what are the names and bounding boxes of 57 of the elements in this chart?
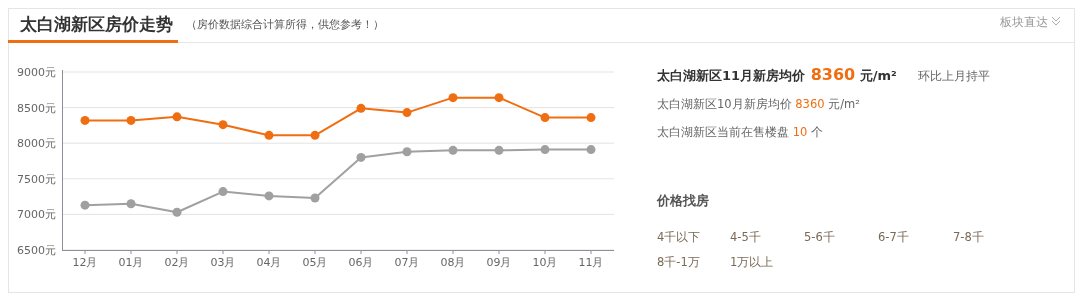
point: [402, 147, 412, 157]
x-tick-label: 01月: [118, 256, 144, 269]
x-tick-label: 08月: [440, 256, 466, 269]
point: [310, 193, 320, 203]
point: [126, 115, 136, 125]
point: [586, 113, 596, 123]
text: 板块直达: [999, 15, 1048, 29]
text: 6-7千: [878, 230, 909, 244]
y-tick-label: 8000元: [17, 137, 56, 151]
point: [264, 130, 274, 140]
y-tick-label: 7000元: [17, 208, 56, 222]
x-tick-label: 02月: [164, 256, 190, 269]
point: [356, 152, 366, 162]
x-tick-label: 04月: [256, 256, 282, 269]
point: [264, 191, 274, 201]
point: [172, 207, 182, 217]
point: [540, 113, 550, 123]
text: 4-5千: [730, 230, 761, 244]
text: 价格找房: [656, 193, 709, 208]
point: [586, 145, 596, 155]
text: 4千以下: [657, 230, 701, 244]
x-tick-label: 03月: [210, 256, 236, 269]
point: [218, 120, 228, 130]
y-tick-label: 6500元: [17, 244, 56, 257]
text: 7-8千: [953, 230, 984, 244]
point: [356, 103, 366, 113]
point: [448, 93, 458, 103]
point: [80, 200, 90, 210]
point: [126, 199, 136, 209]
text: 太白湖新区10月新房均价 8360 元/m²: [657, 97, 860, 111]
x-tick-label: 11月: [578, 256, 604, 269]
point: [172, 112, 182, 122]
point: [494, 145, 504, 155]
text: 太白湖新区11月新房均价 8360 元/m²: [656, 65, 897, 84]
x-tick-label: 09月: [486, 256, 512, 269]
x-tick-label: 12月: [72, 256, 98, 269]
point: [218, 187, 228, 197]
point: [310, 130, 320, 140]
text: 8千-1万: [657, 255, 700, 269]
text: 5-6千: [804, 230, 835, 244]
y-tick-label: 8500元: [17, 101, 56, 115]
x-tick-label: 05月: [302, 256, 328, 269]
x-tick-label: 10月: [532, 256, 558, 269]
y-tick-label: 7500元: [17, 172, 56, 186]
text: 1万以上: [730, 255, 774, 269]
point: [448, 145, 458, 155]
point: [402, 108, 412, 118]
x-tick-label: 07月: [394, 256, 420, 269]
y-tick-label: 9000元: [17, 66, 56, 79]
point: [540, 145, 550, 155]
text: 环比上月持平: [918, 69, 990, 83]
x-tick-label: 06月: [348, 256, 374, 269]
point: [494, 93, 504, 103]
chart-title: 太白湖新区房价走势: [19, 14, 173, 34]
point: [80, 115, 90, 125]
text: 太白湖新区当前在售楼盘 10 个: [657, 125, 823, 139]
chart-subtitle: （房价数据综合计算所得，供您参考！）: [186, 18, 384, 31]
